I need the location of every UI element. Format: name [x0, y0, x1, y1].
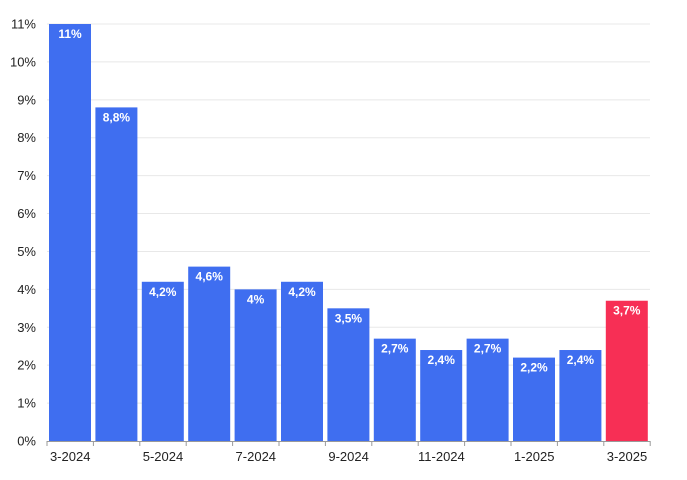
x-tick-label: 11-2024 [418, 449, 465, 464]
y-tick-label: 4% [17, 282, 36, 297]
x-tick-label: 3-2025 [607, 449, 647, 464]
bar [420, 350, 463, 441]
bar [559, 350, 602, 441]
bar [49, 24, 91, 441]
bar-data-label: 2,7% [474, 342, 502, 356]
bar [234, 289, 277, 441]
bar-data-label: 2,4% [428, 353, 456, 367]
bar [95, 107, 138, 442]
bars [49, 24, 648, 442]
bar-data-label: 3,7% [613, 304, 641, 318]
bar-data-label: 2,2% [520, 361, 548, 375]
y-axis: 0% 1% 2% 3% 4% 5% 6% 7% 8% 9% 10% 11% [10, 17, 36, 449]
x-tick-label: 1-2025 [514, 449, 554, 464]
y-tick-label: 11% [11, 17, 36, 32]
y-tick-label: 0% [17, 434, 36, 449]
y-tick-label: 3% [17, 320, 36, 335]
bar [466, 338, 509, 441]
y-tick-label: 8% [17, 130, 36, 145]
y-tick-label: 5% [17, 244, 36, 259]
bar [281, 281, 323, 441]
y-tick-label: 9% [17, 92, 36, 107]
bar [188, 266, 231, 441]
bar-data-label: 4,2% [149, 285, 177, 299]
x-axis: 3-2024 5-2024 7-2024 9-2024 11-2024 1-2025 3-2… [46, 441, 651, 464]
bar-data-label: 4,6% [196, 270, 224, 284]
bar [141, 281, 184, 441]
x-tick-label: 3-2024 [50, 449, 90, 464]
bar-data-label: 4,2% [288, 285, 316, 299]
y-tick-label: 1% [17, 396, 36, 411]
y-tick-label: 7% [17, 168, 36, 183]
y-tick-label: 10% [10, 54, 36, 69]
bar-data-label: 4% [247, 292, 265, 306]
bar [373, 338, 416, 441]
x-tick-label: 9-2024 [328, 449, 368, 464]
bar [513, 357, 555, 441]
x-tick-label: 7-2024 [236, 449, 276, 464]
y-tick-label: 6% [17, 206, 36, 221]
bar-data-label: 2,4% [567, 353, 595, 367]
y-tick-label: 2% [17, 358, 36, 373]
bar-data-label: 2,7% [381, 342, 409, 356]
bar-data-label: 8,8% [103, 110, 131, 124]
bar-data-label: 11% [58, 27, 82, 41]
bar [605, 300, 648, 441]
data-labels: 11% 8,8% 4,2% 4,6% 4% 4,2% 3,5% 2,7% 2,4% 2,7% 2,2… [58, 27, 640, 375]
x-tick-label: 5-2024 [143, 449, 183, 464]
bar [327, 308, 370, 441]
bar-data-label: 3,5% [335, 311, 363, 325]
